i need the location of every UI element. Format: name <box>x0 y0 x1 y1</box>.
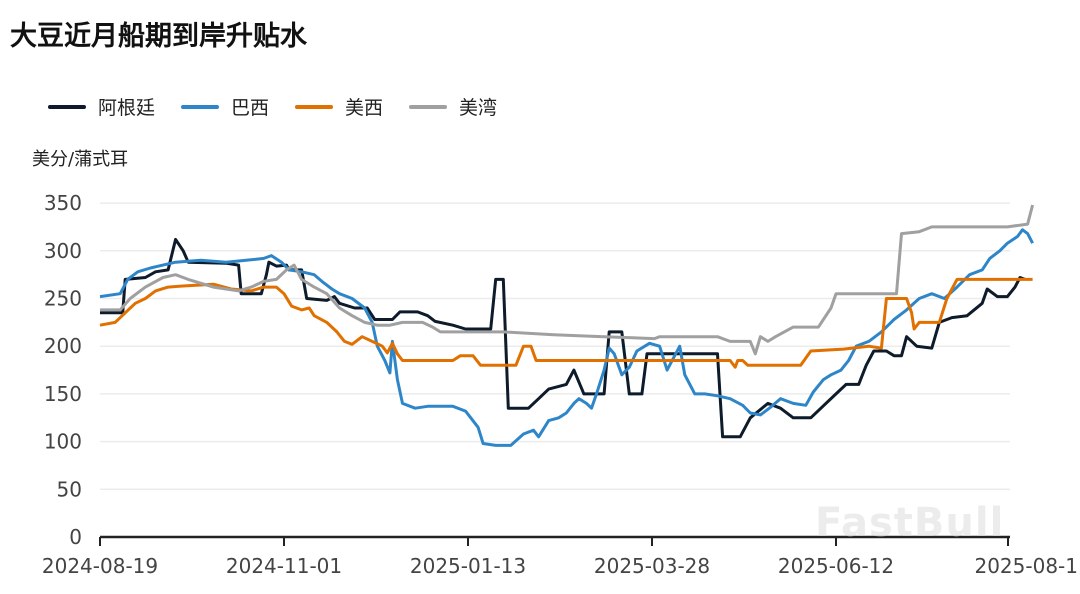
x-axis: 2024-08-19 2024-11-01 2025-01-13 2025-03-28… <box>42 535 1078 578</box>
legend-swatch-brazil-icon <box>181 104 220 109</box>
watermark: FastBull <box>815 500 1005 546</box>
series-line <box>100 204 1035 356</box>
legend-swatch-us-gulf-icon <box>409 104 448 109</box>
x-tick-label: 2025-01-13 <box>410 554 526 578</box>
legend-label: 美西 <box>345 97 384 119</box>
x-tick-label: 2024-08-19 <box>42 554 158 578</box>
y-tick-label: 0 <box>69 525 82 549</box>
series-line <box>99 228 1034 447</box>
legend-item-brazil[interactable]: 巴西 <box>181 93 269 120</box>
chart-legend: 阿根廷 巴西 美西 美湾 <box>48 93 523 120</box>
x-tick-label: 2025-06-12 <box>778 554 894 578</box>
y-axis-unit-label: 美分/蒲式耳 <box>32 149 129 170</box>
legend-item-us-west[interactable]: 美西 <box>295 93 383 120</box>
legend-item-us-gulf[interactable]: 美湾 <box>409 93 497 120</box>
legend-item-argentina[interactable]: 阿根廷 <box>48 93 155 120</box>
legend-label: 阿根廷 <box>98 97 156 119</box>
y-tick-label: 100 <box>44 430 82 454</box>
x-tick-label: 2025-08-1 <box>974 554 1078 578</box>
series-lines <box>99 204 1035 447</box>
legend-label: 美湾 <box>459 97 498 119</box>
legend-label: 巴西 <box>231 97 270 119</box>
x-tick-label: 2025-03-28 <box>594 554 710 578</box>
legend-swatch-argentina-icon <box>48 104 86 109</box>
y-tick-label: 50 <box>57 477 82 501</box>
y-tick-label: 300 <box>44 239 82 263</box>
y-tick-label: 250 <box>44 287 82 311</box>
series-line <box>100 237 1026 439</box>
y-tick-label: 150 <box>44 382 82 406</box>
y-tick-label: 350 <box>44 191 82 215</box>
y-tick-label: 200 <box>44 334 82 358</box>
chart-title: 大豆近月船期到岸升贴水 <box>10 21 307 52</box>
legend-swatch-us-west-icon <box>295 104 334 109</box>
x-tick-label: 2024-11-01 <box>226 554 342 578</box>
y-axis-ticks: 0 50 100 150 200 250 300 350 <box>44 191 82 549</box>
